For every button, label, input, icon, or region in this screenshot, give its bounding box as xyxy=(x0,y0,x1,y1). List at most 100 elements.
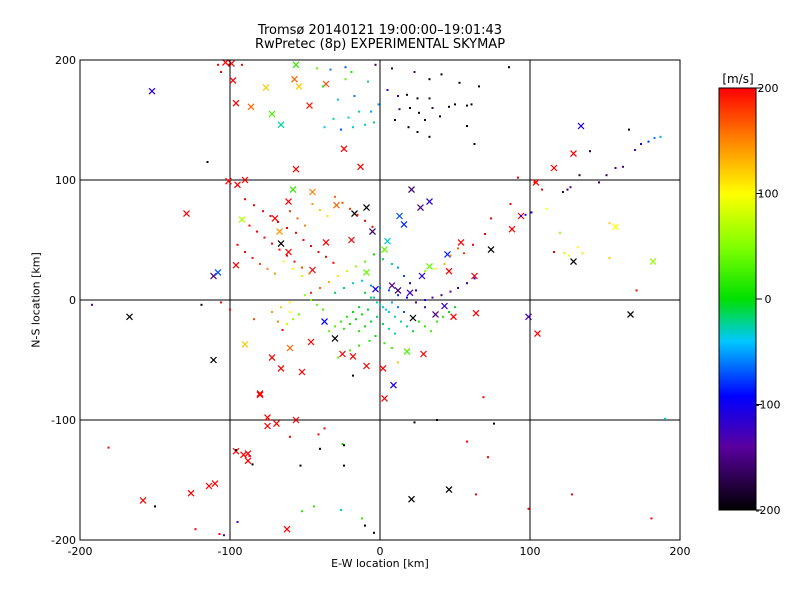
data-point-cross xyxy=(148,87,156,95)
data-point-dot xyxy=(329,68,332,71)
data-point-dot xyxy=(388,289,390,292)
data-point-dot xyxy=(635,289,638,292)
data-point-dot xyxy=(313,505,315,508)
data-point-cross xyxy=(264,422,271,430)
data-point-dot xyxy=(308,272,311,275)
data-point-dot xyxy=(206,161,209,163)
data-point-dot xyxy=(322,308,324,311)
data-point-dot xyxy=(493,422,495,425)
data-point-dot xyxy=(334,195,336,198)
data-point-dot xyxy=(466,440,468,443)
data-point-dot xyxy=(473,277,476,280)
data-point-cross xyxy=(363,268,370,276)
data-point-cross xyxy=(214,268,222,276)
data-point-dot xyxy=(394,332,396,335)
data-point-dot xyxy=(424,306,426,309)
data-point-dot xyxy=(394,119,396,121)
data-point-dot xyxy=(424,325,426,328)
colorbar-tick-label: 0 xyxy=(765,293,772,306)
data-point-cross xyxy=(225,177,232,185)
data-point-dot xyxy=(622,165,624,168)
data-point-cross xyxy=(229,76,237,84)
data-point-dot xyxy=(325,255,327,258)
data-point-dot xyxy=(248,224,251,227)
data-point-cross xyxy=(339,350,346,358)
data-point-dot xyxy=(301,266,303,269)
x-tick-label: 200 xyxy=(670,545,691,558)
data-point-dot xyxy=(382,258,384,261)
data-point-dot xyxy=(334,325,336,328)
data-point-cross xyxy=(534,330,541,338)
data-point-cross xyxy=(441,302,448,310)
data-point-dot xyxy=(664,417,666,420)
data-point-dot xyxy=(418,320,420,323)
data-point-cross xyxy=(241,340,249,348)
data-point-dot xyxy=(319,287,321,289)
data-point-cross xyxy=(649,258,657,266)
data-point-dot xyxy=(253,204,255,207)
data-point-dot xyxy=(608,257,611,259)
data-point-cross xyxy=(426,262,433,270)
data-point-dot xyxy=(403,311,405,313)
data-point-dot xyxy=(292,318,294,321)
data-point-dot xyxy=(241,63,243,66)
colorbar-label: [m/s] xyxy=(722,72,754,86)
data-point-dot xyxy=(353,95,356,97)
data-point-dot xyxy=(409,107,411,109)
data-point-dot xyxy=(562,191,564,193)
data-point-dot xyxy=(277,221,279,223)
data-point-dot xyxy=(340,128,342,131)
data-point-dot xyxy=(349,207,351,210)
data-point-cross xyxy=(285,248,292,256)
data-point-cross xyxy=(321,318,328,326)
data-point-dot xyxy=(533,181,536,184)
y-tick-label: 0 xyxy=(69,294,76,307)
data-point-dot xyxy=(524,213,527,216)
data-point-dot xyxy=(634,149,636,151)
data-point-cross xyxy=(232,447,240,455)
data-point-dot xyxy=(323,126,326,129)
data-point-dot xyxy=(416,131,419,133)
data-point-dot xyxy=(653,137,656,139)
data-point-dot xyxy=(310,299,312,301)
data-point-dot xyxy=(278,248,281,251)
data-point-cross xyxy=(532,178,540,186)
x-axis-label: E-W location [km] xyxy=(331,557,429,570)
data-point-cross xyxy=(205,482,213,490)
data-point-dot xyxy=(598,181,600,184)
data-point-dot xyxy=(578,174,581,177)
x-tick-label: 0 xyxy=(377,545,384,558)
data-point-cross xyxy=(381,246,388,254)
chart-subtitle: RwPretec (8p) EXPERIMENTAL SKYMAP xyxy=(254,37,506,52)
data-point-dot xyxy=(428,97,431,100)
data-point-dot xyxy=(373,121,375,124)
data-point-dot xyxy=(364,123,366,126)
data-point-dot xyxy=(466,125,468,127)
data-point-dot xyxy=(244,198,246,201)
x-tick-label: 100 xyxy=(520,545,541,558)
data-point-cross xyxy=(262,84,270,92)
data-point-dot xyxy=(343,464,345,467)
data-point-dot xyxy=(416,97,419,100)
data-point-dot xyxy=(311,203,314,205)
data-point-dot xyxy=(271,311,273,313)
data-point-dot xyxy=(569,186,572,189)
data-point-dot xyxy=(316,303,318,306)
data-point-cross xyxy=(420,350,427,358)
data-point-dot xyxy=(388,327,390,330)
x-tick-label: -200 xyxy=(68,545,93,558)
data-point-dot xyxy=(520,215,522,217)
data-point-cross xyxy=(298,368,306,376)
data-point-dot xyxy=(472,243,474,246)
data-point-cross xyxy=(256,391,264,399)
data-point-dot xyxy=(316,67,318,70)
data-point-dot xyxy=(391,263,393,265)
data-point-dot xyxy=(289,435,291,438)
data-point-dot xyxy=(509,203,512,205)
data-point-dot xyxy=(406,296,408,299)
axis-ticks: -200 -100 0 100 200 -200 -100 0 100 200 xyxy=(51,54,690,558)
data-point-dot xyxy=(358,306,360,309)
data-point-dot xyxy=(397,361,399,364)
data-point-cross xyxy=(139,496,147,504)
